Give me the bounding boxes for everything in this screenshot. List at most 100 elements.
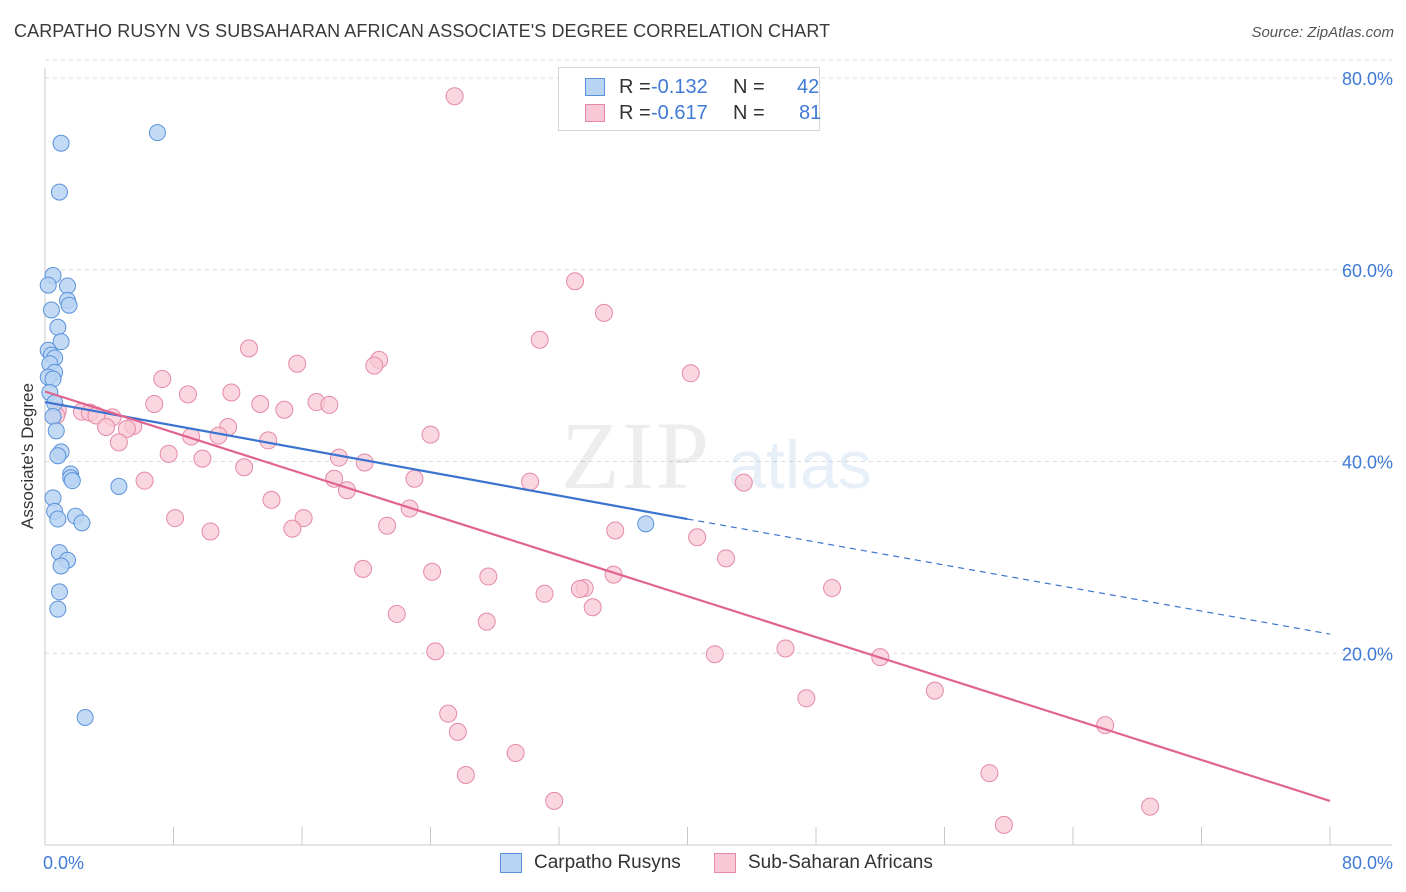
tick-labels: 20.0% 40.0% 60.0% 80.0% 0.0% 80.0% bbox=[43, 69, 1393, 873]
data-point-carpatho bbox=[76, 708, 94, 726]
data-point-sub-saharan bbox=[193, 449, 212, 468]
data-point-sub-saharan bbox=[201, 522, 220, 541]
bottom-legend-swatch-blue bbox=[500, 853, 522, 873]
data-point-sub-saharan bbox=[583, 598, 602, 617]
data-point-sub-saharan bbox=[594, 303, 613, 322]
data-point-carpatho bbox=[50, 183, 68, 201]
data-point-carpatho bbox=[52, 333, 70, 351]
data-point-sub-saharan bbox=[479, 567, 498, 586]
series-sub-saharan-africans bbox=[47, 87, 1160, 834]
data-point-carpatho bbox=[49, 510, 67, 528]
legend-r-label: R = bbox=[619, 102, 651, 124]
watermark-atlas: atlas bbox=[728, 427, 872, 503]
legend-r-value: -0.617 bbox=[651, 102, 708, 124]
y-tick-label: 20.0% bbox=[1342, 644, 1393, 664]
data-point-carpatho bbox=[52, 557, 70, 575]
data-point-carpatho bbox=[73, 514, 91, 532]
data-point-sub-saharan bbox=[320, 395, 339, 414]
data-point-sub-saharan bbox=[606, 521, 625, 540]
data-point-carpatho bbox=[39, 276, 57, 294]
data-point-sub-saharan bbox=[153, 370, 172, 389]
data-point-carpatho bbox=[44, 407, 62, 425]
data-point-sub-saharan bbox=[530, 330, 549, 349]
data-point-sub-saharan bbox=[506, 743, 525, 762]
data-point-carpatho bbox=[47, 422, 65, 440]
legend-swatch-pink bbox=[585, 104, 605, 122]
data-point-sub-saharan bbox=[521, 472, 540, 491]
data-point-sub-saharan bbox=[439, 704, 458, 723]
data-point-sub-saharan bbox=[1096, 716, 1115, 735]
data-point-sub-saharan bbox=[251, 394, 270, 413]
data-point-sub-saharan bbox=[570, 580, 589, 599]
data-point-carpatho bbox=[49, 318, 67, 336]
data-point-sub-saharan bbox=[178, 385, 197, 404]
data-point-sub-saharan bbox=[688, 528, 707, 547]
data-point-sub-saharan bbox=[448, 722, 467, 741]
watermark-zip: ZIP bbox=[561, 402, 711, 509]
data-point-sub-saharan bbox=[294, 509, 313, 528]
legend-n-value: 81 bbox=[799, 102, 822, 124]
bottom-legend-label: Sub-Saharan Africans bbox=[748, 852, 933, 873]
trend-lines bbox=[44, 390, 1331, 802]
x-tick-label: 0.0% bbox=[43, 853, 84, 873]
data-point-sub-saharan bbox=[262, 490, 281, 509]
legend-n-label: N = bbox=[733, 76, 765, 98]
watermark: ZIP atlas bbox=[561, 402, 872, 509]
data-point-carpatho bbox=[60, 296, 78, 314]
data-point-sub-saharan bbox=[426, 642, 445, 661]
y-axis-label: Associate's Degree bbox=[18, 383, 37, 529]
chart-title: CARPATHO RUSYN VS SUBSAHARAN AFRICAN ASS… bbox=[14, 21, 831, 41]
data-point-carpatho bbox=[637, 515, 655, 533]
trend-line-carpatho bbox=[44, 400, 688, 521]
data-point-sub-saharan bbox=[405, 469, 424, 488]
y-tick-label: 60.0% bbox=[1342, 261, 1393, 281]
data-point-sub-saharan bbox=[456, 766, 475, 785]
data-point-carpatho bbox=[58, 277, 76, 295]
data-point-carpatho bbox=[50, 583, 68, 601]
data-point-sub-saharan bbox=[925, 681, 944, 700]
data-point-sub-saharan bbox=[145, 394, 164, 413]
data-point-carpatho bbox=[49, 447, 67, 465]
data-point-carpatho bbox=[63, 472, 81, 490]
data-point-sub-saharan bbox=[994, 815, 1013, 834]
data-point-sub-saharan bbox=[734, 473, 753, 492]
data-point-sub-saharan bbox=[275, 400, 294, 419]
bottom-legend-label: Carpatho Rusyns bbox=[534, 852, 681, 873]
y-tick-label: 40.0% bbox=[1342, 453, 1393, 473]
data-point-carpatho bbox=[110, 477, 128, 495]
data-point-sub-saharan bbox=[387, 604, 406, 623]
data-point-sub-saharan bbox=[378, 516, 397, 535]
data-point-sub-saharan bbox=[135, 471, 154, 490]
series-carpatho-rusyns bbox=[39, 124, 655, 726]
data-point-sub-saharan bbox=[477, 612, 496, 631]
data-point-carpatho bbox=[148, 124, 166, 142]
data-point-sub-saharan bbox=[823, 579, 842, 598]
data-point-sub-saharan bbox=[259, 431, 278, 450]
axes bbox=[44, 68, 1392, 846]
data-point-carpatho bbox=[49, 600, 67, 618]
data-point-sub-saharan bbox=[717, 549, 736, 568]
data-point-sub-saharan bbox=[776, 639, 795, 658]
data-point-sub-saharan bbox=[97, 417, 116, 436]
legend-r-value: -0.132 bbox=[651, 76, 708, 98]
trend-line-carpatho-extension bbox=[687, 518, 1331, 635]
data-point-sub-saharan bbox=[445, 87, 464, 106]
stats-legend: R = -0.132 N = 42 R = -0.617 N = 81 bbox=[558, 67, 822, 131]
legend-r-label: R = bbox=[619, 76, 651, 98]
data-point-sub-saharan bbox=[283, 519, 302, 538]
data-point-sub-saharan bbox=[545, 791, 564, 810]
data-point-sub-saharan bbox=[980, 764, 999, 783]
trend-line-sub-saharan bbox=[44, 390, 1331, 802]
bottom-legend-swatch-pink bbox=[714, 853, 736, 873]
data-point-sub-saharan bbox=[566, 272, 585, 291]
data-point-sub-saharan bbox=[222, 383, 241, 402]
data-point-carpatho bbox=[42, 301, 60, 319]
legend-n-value: 42 bbox=[797, 76, 820, 98]
data-point-sub-saharan bbox=[159, 444, 178, 463]
data-point-sub-saharan bbox=[354, 559, 373, 578]
data-point-sub-saharan bbox=[166, 509, 185, 528]
data-point-sub-saharan bbox=[423, 562, 442, 581]
data-point-sub-saharan bbox=[239, 339, 258, 358]
data-point-sub-saharan bbox=[109, 433, 128, 452]
